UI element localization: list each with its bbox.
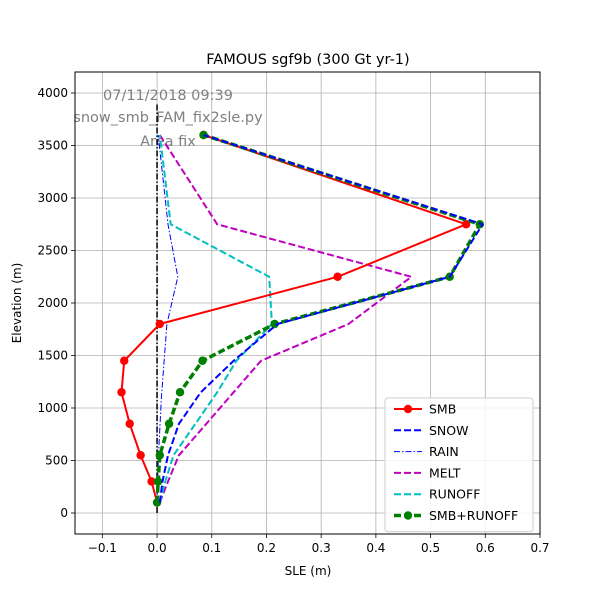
- x-tick-label: 0.3: [312, 541, 331, 555]
- x-axis-label: SLE (m): [285, 564, 332, 578]
- series-point-smb: [125, 419, 134, 428]
- series-line-melt: [158, 134, 413, 503]
- series-group: [117, 103, 485, 513]
- series-point-smb: [136, 451, 145, 460]
- series-point-smb-runoff: [270, 319, 279, 329]
- series-point-smb: [147, 477, 156, 486]
- legend-label-runoff: RUNOFF: [429, 487, 480, 502]
- y-tick-label: 1000: [37, 401, 68, 415]
- annotations: 07/11/2018 09:39 snow_smb_FAM_fix2sle.py A…: [73, 88, 263, 150]
- x-tick-label: 0.6: [476, 541, 495, 555]
- legend-marker-smb-runoff: [403, 511, 413, 520]
- series-point-smb-runoff: [153, 477, 163, 486]
- x-tick-label: 0.1: [202, 541, 221, 555]
- series-point-smb: [155, 319, 164, 329]
- y-tick-label: 2500: [37, 244, 68, 258]
- series-point-smb-runoff: [198, 356, 207, 365]
- series-line-rain: [156, 134, 179, 503]
- series-point-smb-runoff: [199, 130, 208, 140]
- y-tick-label: 1500: [37, 349, 68, 363]
- series-line-smb-runoff: [155, 133, 482, 503]
- series-point-smb: [117, 388, 126, 397]
- series-point-smb: [120, 356, 129, 365]
- series-line-snow: [158, 134, 484, 503]
- x-axis-ticks: −0.1 0.0 0.1 0.2 0.3 0.4 0.5 0.6 0.7: [88, 534, 550, 555]
- y-tick-label: 3500: [37, 139, 68, 153]
- series-point-smb: [333, 272, 342, 281]
- legend-label-snow: SNOW: [429, 423, 468, 438]
- chart-title: FAMOUS sgf9b (300 Gt yr-1): [206, 52, 409, 68]
- y-tick-label: 500: [45, 454, 68, 468]
- series-point-smb-runoff: [164, 419, 174, 428]
- series-line-runoff: [158, 134, 273, 503]
- series-point-smb-runoff: [175, 388, 185, 397]
- y-tick-label: 2000: [37, 296, 68, 310]
- annotation-text: 07/11/2018 09:39: [103, 88, 233, 104]
- x-tick-label: 0.5: [421, 541, 440, 555]
- annotation-text: snow_smb_FAM_fix2sle.py: [73, 110, 263, 126]
- legend: SMB SNOW RAIN MELT RUNOFF SMB+RUNOFF: [384, 397, 534, 533]
- legend-label-melt: MELT: [429, 465, 461, 480]
- legend-box: [384, 397, 534, 533]
- legend-label-rain: RAIN: [429, 444, 459, 459]
- y-tick-label: 0: [60, 506, 68, 520]
- y-tick-label: 4000: [37, 86, 68, 100]
- legend-marker-smb: [403, 404, 413, 414]
- x-tick-label: 0.2: [257, 541, 276, 555]
- x-tick-label: 0.4: [366, 541, 385, 555]
- y-axis-label: Elevation (m): [10, 263, 24, 344]
- legend-label-smb-runoff: SMB+RUNOFF: [429, 508, 518, 523]
- legend-label-smb: SMB: [429, 402, 456, 417]
- series-line-smb: [120, 134, 468, 503]
- x-tick-label: 0.0: [148, 541, 167, 555]
- y-axis-ticks: 0 500 1000 1500 2000 2500 3000 3500 4000: [37, 86, 75, 520]
- x-tick-label: −0.1: [88, 541, 117, 555]
- annotation-text: Area fix: [140, 134, 196, 150]
- x-tick-label: 0.7: [530, 541, 549, 555]
- series-point-smb-runoff: [155, 451, 164, 460]
- y-tick-label: 3000: [37, 191, 68, 205]
